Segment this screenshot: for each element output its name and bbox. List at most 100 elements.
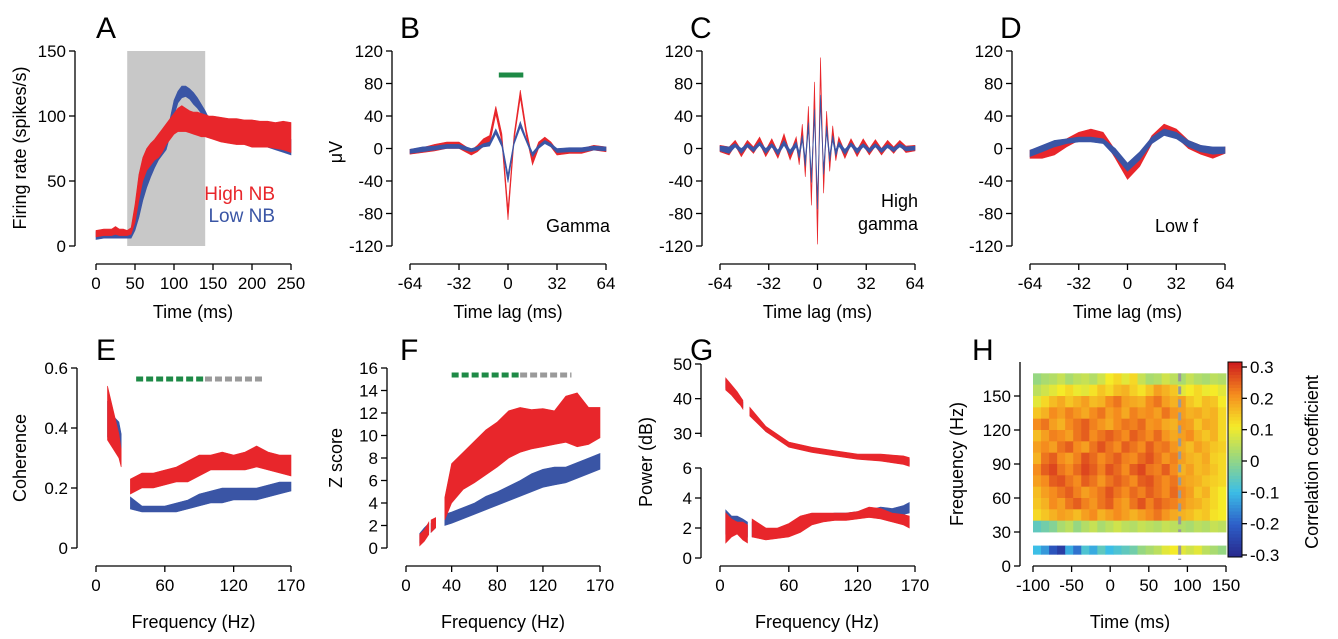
heatmap-low-cell [1217, 545, 1227, 555]
heatmap-cell [1113, 384, 1122, 397]
x-tick-label-3: 170 [901, 576, 929, 595]
x-tick-label-1: 40 [442, 576, 461, 595]
annotation-low-f: Low f [1155, 216, 1199, 236]
heatmap-cell [1201, 396, 1211, 408]
colorbar-step [1228, 524, 1242, 529]
heatmap-cell [1081, 441, 1090, 454]
heatmap-cell [1033, 396, 1042, 408]
heatmap-cell [1065, 441, 1074, 454]
colorbar-step [1228, 414, 1242, 418]
heatmap-low-cell [1201, 545, 1211, 555]
y-tick-label-3: 0.6 [44, 359, 68, 378]
heatmap-cell [1081, 486, 1090, 499]
colorbar-step [1228, 514, 1242, 519]
heatmap-cell [1089, 407, 1098, 420]
heatmap-cell [1177, 418, 1187, 431]
heatmap-cell [1033, 509, 1042, 522]
panel-label-g: G [690, 334, 713, 367]
heatmap-low-cell [1169, 545, 1179, 555]
heatmap-cell [1105, 498, 1114, 510]
heatmap-cell [1073, 509, 1082, 522]
heatmap-cell [1065, 452, 1074, 465]
heatmap-cell [1033, 430, 1042, 442]
heatmap-low-cell [1137, 545, 1146, 555]
high-nb-band-1 [430, 517, 436, 534]
colorbar-step [1228, 391, 1242, 395]
heatmap-cell [1121, 396, 1130, 408]
colorbar-tick-label-5: -0.2 [1250, 515, 1279, 534]
heatmap-cell [1105, 509, 1114, 522]
colorbar-step [1228, 540, 1242, 545]
heatmap-cell [1137, 486, 1146, 499]
heatmap-cell [1105, 464, 1114, 476]
y-tick-label-0: 0 [1002, 557, 1011, 576]
colorbar-tick-label-0: 0.3 [1250, 358, 1274, 377]
heatmap-cell [1209, 509, 1219, 522]
heatmap-cell [1193, 430, 1203, 442]
x-tick-label-0: 0 [715, 576, 724, 595]
y-tick-label-2: 40 [364, 107, 383, 126]
heatmap-low-cell [1081, 545, 1090, 555]
heatmap-cell [1057, 373, 1066, 386]
heatmap-cell [1041, 452, 1050, 465]
heatmap-cell [1145, 475, 1155, 488]
heatmap-cell [1209, 373, 1219, 386]
bottom-high-nb-band-1 [751, 506, 910, 541]
heatmap-cell [1201, 475, 1211, 488]
heatmap-cell [1129, 475, 1138, 488]
x-tick-label-0: -100 [1016, 576, 1050, 595]
y-tick-label-3: 0 [374, 140, 383, 159]
colorbar-step [1228, 394, 1242, 399]
heatmap-cell [1097, 396, 1106, 408]
colorbar-step [1228, 365, 1242, 369]
heatmap-cell [1193, 475, 1203, 488]
heatmap-cell [1201, 441, 1211, 454]
heatmap-cell [1065, 520, 1074, 533]
heatmap-cell [1041, 373, 1050, 386]
heatmap-cell [1161, 475, 1171, 488]
heatmap-cell [1161, 430, 1171, 442]
y-axis-label: μV [326, 141, 346, 163]
heatmap-low-cell [1065, 545, 1074, 555]
heatmap-cell [1153, 498, 1163, 510]
heatmap-cell [1049, 498, 1058, 510]
colorbar-step [1228, 462, 1242, 467]
y-axis-label: Power (dB) [636, 417, 656, 507]
heatmap-cell [1089, 418, 1098, 431]
heatmap-cell [1081, 430, 1090, 442]
heatmap-cell [1041, 486, 1050, 499]
heatmap-cell [1057, 475, 1066, 488]
colorbar-step [1228, 492, 1242, 496]
heatmap-low-cell [1121, 545, 1130, 555]
heatmap-cell [1081, 509, 1090, 522]
y-tick-label-3: 0 [994, 140, 1003, 159]
heatmap-cell [1129, 418, 1138, 431]
heatmap-cell [1177, 384, 1187, 397]
low-nb-band [409, 120, 607, 183]
heatmap-cell [1097, 520, 1106, 533]
heatmap-cell [1129, 373, 1138, 386]
heatmap-cell [1145, 407, 1155, 420]
heatmap-cell [1097, 475, 1106, 488]
heatmap-cell [1201, 509, 1211, 522]
heatmap-cell [1073, 486, 1082, 499]
colorbar-step [1228, 527, 1242, 532]
heatmap-cell [1121, 430, 1130, 442]
x-tick-label-3: 120 [529, 576, 557, 595]
x-axis-label: Time lag (ms) [453, 302, 562, 322]
y-tick-label-0: 120 [975, 42, 1003, 61]
x-tick-label-0: -64 [1018, 274, 1043, 293]
heatmap-cell [1169, 396, 1179, 408]
heatmap-cell [1041, 430, 1050, 442]
heatmap-cell [1033, 418, 1042, 431]
heatmap-cell [1129, 384, 1138, 397]
colorbar-step [1228, 550, 1242, 555]
heatmap-cell [1145, 373, 1155, 386]
heatmap-cell [1169, 384, 1179, 397]
heatmap-cell [1137, 441, 1146, 454]
heatmap-cell [1193, 498, 1203, 510]
high-nb-band-2 [444, 392, 601, 521]
heatmap-low-cell [1113, 545, 1122, 555]
colorbar-step [1228, 495, 1242, 499]
panel-f: 0 40 80 120 170 0 2 4 6 8 10 12 14 16 Frequency (Hz) Z … [326, 359, 614, 632]
